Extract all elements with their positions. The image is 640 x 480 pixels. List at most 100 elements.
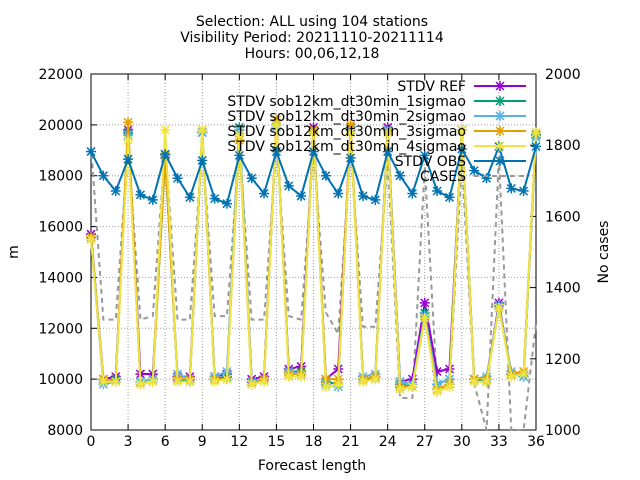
x-tick-label: 9 (198, 434, 207, 450)
data-point (234, 130, 245, 141)
data-point (407, 381, 418, 392)
data-point (123, 135, 134, 146)
x-tick-label: 12 (230, 434, 248, 450)
data-point (197, 155, 208, 166)
data-point (419, 297, 430, 308)
y-tick-label: 14000 (38, 270, 83, 286)
legend-label: STDV sob12km_dt30min_1sigmao (227, 94, 466, 110)
data-point (221, 374, 232, 385)
legend-item: STDV sob12km_dt30min_2sigmao (227, 109, 526, 125)
data-point (86, 234, 96, 245)
data-point (357, 376, 368, 387)
data-point (259, 376, 270, 387)
data-point (444, 192, 455, 203)
data-point (395, 384, 406, 395)
series-group (86, 114, 541, 431)
y2-tick-label: 1200 (545, 352, 581, 368)
data-point (283, 180, 294, 191)
data-point (395, 170, 406, 181)
data-point (495, 156, 505, 166)
x-axis-label: Forecast length (258, 458, 366, 474)
y-tick-label: 20000 (38, 118, 83, 134)
x-tick-label: 33 (490, 434, 508, 450)
data-point (184, 192, 195, 203)
data-point (506, 371, 517, 382)
legend-item: STDV sob12km_dt30min_3sigmao (227, 124, 526, 140)
y-tick-label: 22000 (38, 67, 83, 83)
x-tick-label: 18 (305, 434, 323, 450)
legend-item: CASES (420, 169, 526, 185)
data-point (147, 376, 158, 387)
title-line-2: Visibility Period: 20211110-20211114 (180, 30, 444, 46)
data-point (495, 126, 505, 136)
data-point (456, 124, 467, 135)
data-point (345, 127, 356, 138)
legend-label: CASES (420, 169, 466, 185)
y2-tick-label: 1600 (545, 209, 581, 225)
legend-label: STDV REF (397, 79, 466, 95)
legend-item: STDV REF (397, 79, 526, 95)
legend-label: STDV OBS (395, 154, 466, 170)
data-point (296, 191, 307, 202)
data-point (283, 371, 294, 382)
data-point (469, 165, 480, 176)
chart-title: Selection: ALL using 104 stations Visibi… (180, 14, 444, 62)
data-point (444, 381, 455, 392)
data-point (495, 111, 505, 121)
data-point (407, 188, 418, 199)
data-point (518, 369, 529, 380)
data-point (456, 144, 467, 155)
data-point (333, 379, 344, 390)
x-tick-label: 0 (87, 434, 96, 450)
data-point (172, 173, 183, 184)
data-point (495, 96, 505, 106)
axis-ticks: 0 3 6 9 12 15 18 21 24 27 30 33 36800010000120001400… (38, 67, 580, 450)
data-point (98, 376, 109, 387)
data-point (147, 194, 158, 205)
legend-item: STDV sob12km_dt30min_1sigmao (227, 94, 526, 110)
x-tick-label: 30 (453, 434, 471, 450)
x-tick-label: 36 (527, 434, 545, 450)
data-point (234, 150, 245, 161)
data-point (308, 146, 319, 157)
legend-item: STDV sob12km_dt30min_4sigmao (227, 139, 526, 155)
y-tick-label: 16000 (38, 220, 83, 236)
y2-tick-label: 1000 (545, 423, 581, 439)
data-point (135, 189, 146, 200)
data-point (135, 379, 146, 390)
data-point (184, 376, 195, 387)
data-point (357, 191, 368, 202)
data-point (209, 193, 220, 204)
y-tick-label: 12000 (38, 321, 83, 337)
data-point (531, 127, 541, 138)
data-point (86, 146, 96, 157)
y2-axis-label: No cases (596, 221, 612, 284)
series-stdv-obs (86, 141, 541, 209)
data-point (345, 152, 356, 163)
data-point (419, 150, 430, 161)
title-line-3: Hours: 00,06,12,18 (245, 46, 380, 62)
data-point (246, 379, 257, 390)
y-axis-label: m (6, 245, 22, 259)
y2-tick-label: 1800 (545, 138, 581, 154)
y2-tick-label: 2000 (545, 67, 581, 83)
data-point (333, 188, 344, 199)
data-point (110, 185, 121, 196)
data-point (320, 170, 331, 181)
data-point (123, 117, 134, 128)
series-stdv-sob12km-dt30min-4sigmao (86, 119, 541, 397)
x-tick-label: 6 (161, 434, 170, 450)
data-point (469, 376, 480, 387)
data-point (110, 376, 121, 387)
data-point (160, 124, 171, 135)
data-point (197, 124, 208, 135)
data-point (382, 146, 393, 157)
data-point (506, 183, 517, 194)
data-point (296, 371, 307, 382)
legend-label: STDV sob12km_dt30min_2sigmao (227, 109, 466, 125)
data-point (370, 194, 381, 205)
y-tick-label: 18000 (38, 169, 83, 185)
x-tick-label: 24 (379, 434, 397, 450)
x-tick-label: 21 (342, 434, 360, 450)
